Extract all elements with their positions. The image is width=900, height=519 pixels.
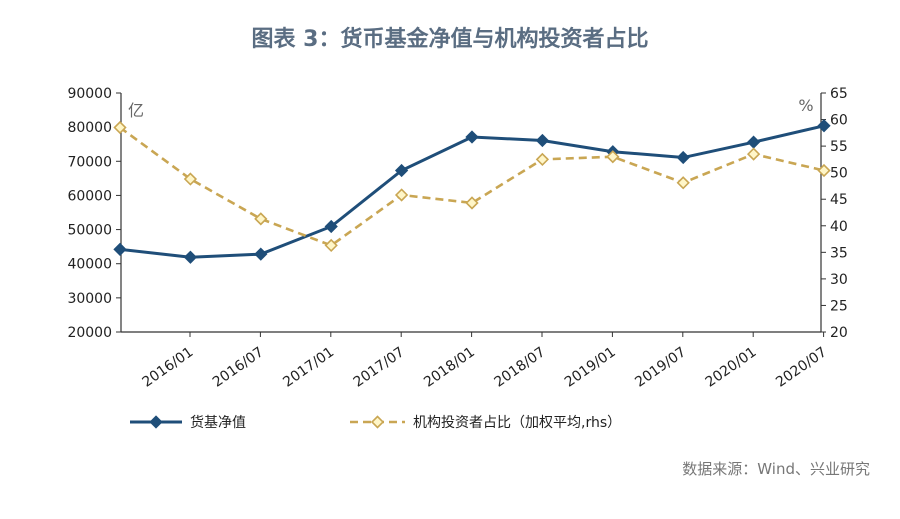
data-point bbox=[324, 219, 338, 234]
legend-item-2: 机构投资者占比（加权平均,rhs） bbox=[350, 415, 621, 431]
source-note: 数据来源：Wind、兴业研究 bbox=[682, 460, 870, 478]
data-point bbox=[254, 247, 268, 261]
data-point bbox=[183, 172, 198, 186]
x-tick-label: 2019/07 bbox=[632, 344, 689, 390]
data-point bbox=[817, 163, 831, 178]
data-point bbox=[746, 147, 761, 161]
left-tick-label: 60000 bbox=[67, 188, 112, 204]
right-tick-label: 40 bbox=[830, 219, 848, 235]
data-point bbox=[465, 130, 479, 144]
right-axis-unit: % bbox=[798, 96, 813, 115]
x-tick-label: 2020/07 bbox=[773, 344, 830, 390]
data-point bbox=[746, 135, 761, 149]
data-point bbox=[394, 188, 409, 202]
series-1 bbox=[113, 119, 831, 264]
left-tick-label: 20000 bbox=[67, 325, 112, 341]
left-axis-unit: 亿 bbox=[128, 101, 144, 120]
series-line bbox=[119, 126, 825, 247]
left-tick-label: 90000 bbox=[67, 86, 112, 102]
data-point bbox=[113, 242, 127, 257]
x-tick-label: 2019/01 bbox=[562, 344, 619, 390]
right-tick-label: 50 bbox=[830, 166, 848, 182]
x-tick-label: 2017/01 bbox=[280, 344, 337, 390]
x-tick-label: 2016/07 bbox=[210, 344, 267, 390]
left-tick-label: 50000 bbox=[67, 223, 112, 239]
left-tick-label: 30000 bbox=[67, 291, 112, 307]
data-point bbox=[676, 150, 690, 165]
data-point bbox=[254, 212, 268, 226]
right-tick-label: 35 bbox=[830, 245, 848, 261]
right-tick-label: 30 bbox=[830, 272, 848, 288]
x-tick-label: 2017/07 bbox=[351, 344, 408, 390]
data-point bbox=[817, 119, 831, 133]
right-tick-label: 55 bbox=[830, 139, 848, 155]
legend: 货基净值 机构投资者占比（加权平均,rhs） bbox=[130, 414, 621, 431]
data-point bbox=[465, 196, 479, 210]
x-tick-label: 2018/07 bbox=[491, 344, 548, 390]
series-layer bbox=[113, 119, 831, 264]
legend-swatch-marker bbox=[149, 415, 163, 429]
right-tick-label: 45 bbox=[830, 192, 848, 208]
x-tick-label: 2018/01 bbox=[421, 344, 478, 390]
x-tick-label: 2016/01 bbox=[139, 344, 196, 390]
data-point bbox=[606, 150, 620, 164]
series-2 bbox=[113, 120, 831, 253]
left-tick-label: 80000 bbox=[67, 120, 112, 136]
data-point bbox=[535, 152, 550, 167]
left-tick-label: 70000 bbox=[67, 154, 112, 170]
data-point bbox=[394, 163, 409, 178]
right-tick-label: 60 bbox=[830, 113, 848, 129]
left-tick-label: 40000 bbox=[67, 257, 112, 273]
x-tick-label: 2020/01 bbox=[703, 344, 760, 390]
legend-label: 机构投资者占比（加权平均,rhs） bbox=[413, 415, 621, 431]
legend-label: 货基净值 bbox=[190, 414, 246, 431]
right-tick-label: 25 bbox=[830, 298, 848, 314]
series-line bbox=[119, 124, 825, 259]
data-point bbox=[183, 250, 198, 264]
right-tick-label: 65 bbox=[830, 86, 848, 102]
data-point bbox=[324, 238, 338, 253]
legend-item-1: 货基净值 bbox=[130, 414, 246, 431]
axes: 90000 80000 70000 60000 50000 40000 30000 20000… bbox=[67, 86, 847, 391]
right-tick-label: 20 bbox=[830, 325, 848, 341]
legend-swatch-marker bbox=[370, 415, 385, 429]
data-point bbox=[535, 133, 550, 148]
data-point bbox=[676, 176, 690, 190]
data-point bbox=[113, 120, 127, 135]
chart-title: 图表 3：货币基金净值与机构投资者占比 bbox=[252, 26, 649, 52]
